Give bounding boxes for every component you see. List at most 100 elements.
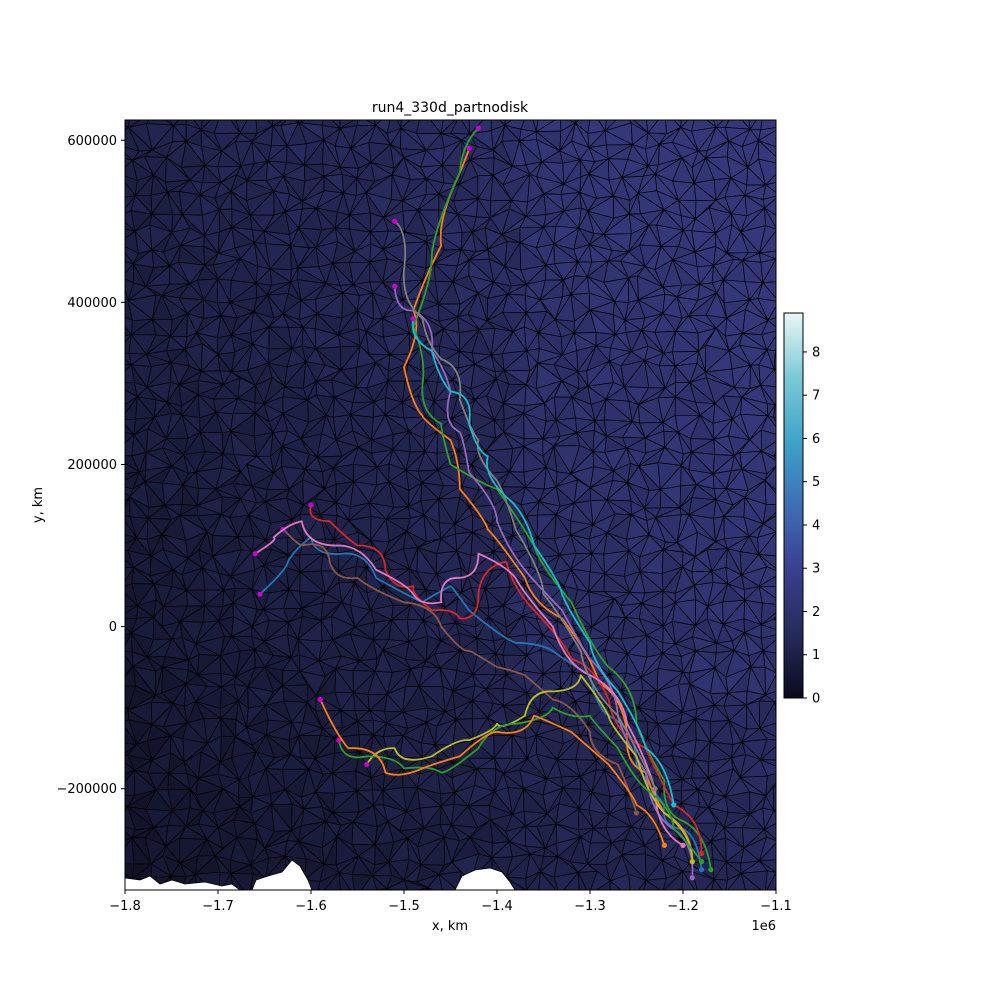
mesh-triangle: [766, 871, 776, 890]
y-tick-label: 200000: [67, 458, 117, 473]
trajectory-end-marker: [708, 867, 714, 873]
mesh-triangle: [778, 110, 801, 126]
mesh-triangle: [235, 120, 248, 134]
mesh-triangle: [777, 127, 797, 148]
mesh-triangle: [385, 887, 388, 890]
plot-frame: [124, 119, 777, 891]
trajectory-start-marker: [466, 145, 472, 151]
mesh-triangle: [458, 890, 479, 913]
land-region: [125, 875, 241, 890]
trajectory-line: [403, 147, 694, 863]
mesh-triangle: [785, 770, 801, 791]
trajectory-end-marker: [680, 842, 686, 849]
mesh-triangle: [777, 145, 797, 165]
mesh-triangle: [457, 889, 459, 890]
mesh-triangle: [777, 229, 797, 250]
mesh-triangle: [777, 723, 796, 741]
mesh-triangle: [125, 559, 135, 569]
mesh-triangle: [780, 176, 800, 196]
mesh-triangle: [774, 700, 776, 717]
colorbar-gradient: [783, 312, 804, 699]
mesh-triangle: [777, 216, 801, 230]
mesh-triangle: [783, 741, 791, 764]
trajectory-end-marker: [689, 859, 695, 865]
mesh-triangle: [525, 889, 527, 890]
mesh-triangle: [338, 872, 351, 890]
trajectory-end-marker: [652, 786, 658, 792]
mesh-triangle: [538, 870, 557, 890]
mesh-triangle: [785, 158, 800, 176]
mesh-triangle: [778, 842, 800, 860]
mesh-triangle: [774, 701, 776, 704]
mesh-triangle: [155, 891, 168, 909]
y-tick-label: 0: [109, 620, 117, 635]
trajectory-start-marker: [475, 125, 481, 131]
mesh-triangle: [773, 450, 776, 457]
trajectory-start-marker: [410, 316, 416, 322]
mesh-triangle: [773, 808, 776, 812]
mesh-triangle: [235, 897, 249, 912]
mesh-triangle: [775, 229, 776, 230]
mesh-triangle: [775, 871, 776, 875]
colorbar-tick-label: 0: [812, 692, 820, 707]
mesh-triangle: [773, 404, 776, 419]
trajectory-end-marker: [699, 859, 705, 865]
mesh-triangle: [778, 822, 797, 846]
mesh-triangle: [417, 886, 429, 890]
mesh-triangle: [249, 895, 270, 909]
trajectory-line: [319, 698, 666, 847]
mesh-triangle: [536, 895, 564, 914]
mesh-triangle: [426, 886, 434, 890]
trajectory-start-marker: [392, 218, 398, 224]
mesh-triangle: [775, 258, 776, 259]
mesh-triangle: [773, 455, 776, 460]
mesh-triangle: [536, 895, 560, 914]
mesh-triangle: [631, 899, 641, 906]
mesh-triangle: [125, 433, 135, 457]
mesh-triangle: [780, 176, 800, 196]
mesh-triangle: [125, 431, 135, 444]
mesh-triangle: [783, 728, 802, 741]
trajectory-end-marker: [661, 842, 668, 849]
mesh-triangle: [125, 120, 130, 128]
mesh-triangle: [249, 897, 270, 912]
colorbar-tick-label: 4: [812, 518, 820, 533]
mesh-triangle: [725, 893, 744, 916]
mesh-triangle: [578, 872, 587, 890]
colorbar-tick-label: 6: [812, 432, 820, 447]
land-region: [454, 867, 516, 890]
mesh-triangle: [783, 740, 802, 763]
chart-title: run4_330d_partnodisk: [372, 100, 529, 116]
mesh-triangle: [179, 895, 197, 906]
mesh-triangle: [780, 194, 801, 216]
trajectory-start-marker: [317, 696, 323, 703]
y-axis-ticks: 600000 400000 200000 0 −200000: [56, 134, 125, 797]
mesh-triangle: [775, 872, 776, 873]
mesh-triangle: [782, 165, 800, 181]
mesh-triangle: [782, 116, 800, 128]
mesh-triangle: [125, 424, 135, 436]
mesh-triangle: [349, 898, 368, 915]
mesh-triangle: [125, 836, 135, 865]
mesh-triangle: [711, 878, 723, 890]
x-axis-ticks: −1.8 −1.7 −1.6 −1.5 −1.4 −1.3 −1.2 −1.1: [109, 890, 792, 914]
x-offset-label: 1e6: [751, 919, 776, 934]
mesh-triangle: [145, 120, 175, 126]
colorbar-tick-label: 8: [812, 345, 820, 360]
mesh-triangle: [608, 899, 631, 916]
mesh-triangle: [775, 258, 776, 260]
trajectory-start-marker: [257, 591, 263, 597]
plot-area: [125, 110, 802, 916]
mesh-triangle: [779, 280, 799, 302]
trajectory-end-marker: [699, 867, 705, 873]
mesh-triangle: [167, 891, 180, 909]
mesh-triangle: [785, 763, 794, 773]
mesh-triangle: [772, 416, 776, 423]
y-tick-label: 400000: [67, 296, 117, 311]
colorbar-tick-label: 3: [812, 562, 820, 577]
mesh-triangle: [424, 886, 429, 890]
mesh-triangle: [706, 892, 725, 906]
mesh-triangle: [145, 892, 167, 908]
x-tick-label: −1.8: [109, 899, 141, 914]
